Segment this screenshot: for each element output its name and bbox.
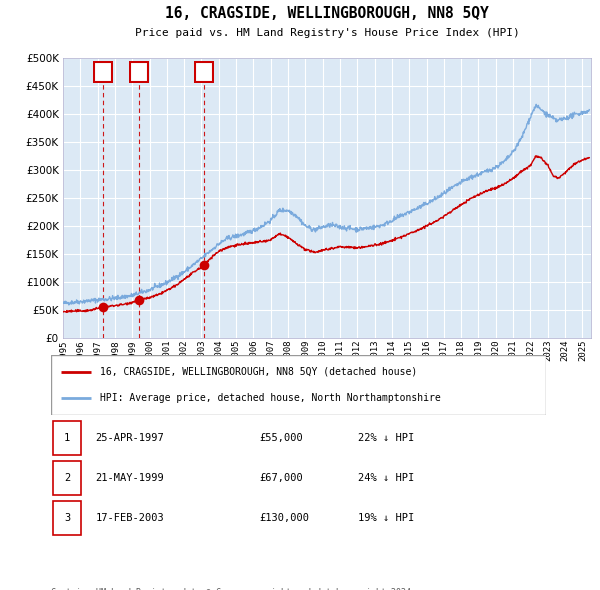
Text: 2: 2: [136, 67, 142, 77]
FancyBboxPatch shape: [53, 461, 80, 495]
Text: 24% ↓ HPI: 24% ↓ HPI: [358, 473, 414, 483]
Text: 3: 3: [64, 513, 70, 523]
Text: 3: 3: [200, 67, 207, 77]
Text: 19% ↓ HPI: 19% ↓ HPI: [358, 513, 414, 523]
Text: HPI: Average price, detached house, North Northamptonshire: HPI: Average price, detached house, Nort…: [101, 393, 441, 403]
Text: Contains HM Land Registry data © Crown copyright and database right 2024.
This d: Contains HM Land Registry data © Crown c…: [51, 588, 416, 590]
Text: 16, CRAGSIDE, WELLINGBOROUGH, NN8 5QY: 16, CRAGSIDE, WELLINGBOROUGH, NN8 5QY: [165, 6, 489, 21]
FancyBboxPatch shape: [130, 62, 148, 82]
FancyBboxPatch shape: [94, 62, 112, 82]
Text: 2: 2: [64, 473, 70, 483]
FancyBboxPatch shape: [195, 62, 212, 82]
Text: 1: 1: [64, 433, 70, 443]
Text: 22% ↓ HPI: 22% ↓ HPI: [358, 433, 414, 443]
Text: 16, CRAGSIDE, WELLINGBOROUGH, NN8 5QY (detached house): 16, CRAGSIDE, WELLINGBOROUGH, NN8 5QY (d…: [101, 367, 418, 377]
Text: £130,000: £130,000: [259, 513, 309, 523]
Text: £55,000: £55,000: [259, 433, 302, 443]
Text: 1: 1: [100, 67, 106, 77]
Text: Price paid vs. HM Land Registry's House Price Index (HPI): Price paid vs. HM Land Registry's House …: [134, 28, 520, 38]
Text: 17-FEB-2003: 17-FEB-2003: [95, 513, 164, 523]
Text: £67,000: £67,000: [259, 473, 302, 483]
FancyBboxPatch shape: [53, 501, 80, 535]
Text: 21-MAY-1999: 21-MAY-1999: [95, 473, 164, 483]
Text: 25-APR-1997: 25-APR-1997: [95, 433, 164, 443]
FancyBboxPatch shape: [53, 421, 80, 455]
